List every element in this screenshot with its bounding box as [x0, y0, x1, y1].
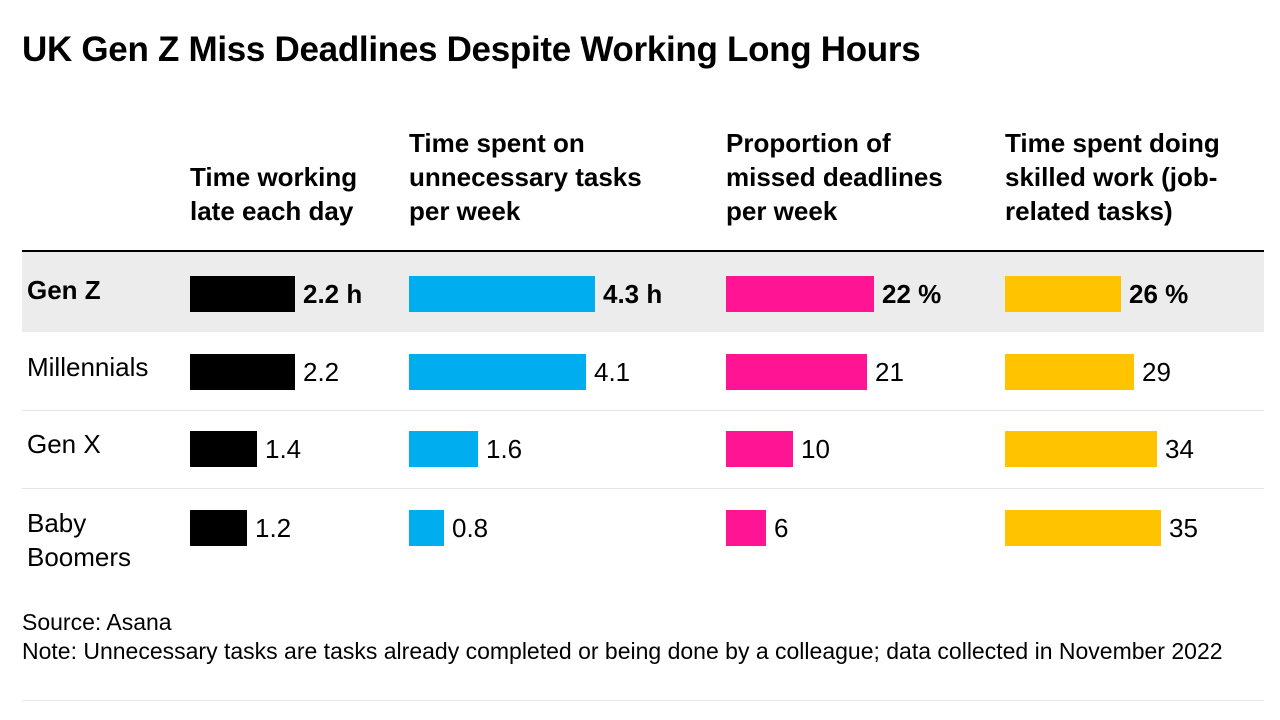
column-header-line: missed deadlines	[726, 162, 943, 192]
data-label: 10	[801, 434, 830, 464]
column-header-line: Time spent doing	[1005, 128, 1220, 158]
data-label: 2.2 h	[303, 279, 363, 309]
bar	[1005, 354, 1134, 390]
column-header-line: per week	[726, 196, 838, 226]
bar	[1005, 431, 1157, 467]
source-note: Source: Asana	[22, 609, 172, 635]
data-label: 34	[1165, 434, 1194, 464]
bar	[726, 276, 874, 312]
bar	[190, 431, 257, 467]
column-header-line: Time spent on	[409, 128, 585, 158]
chart-footer: Source: Asana Note: Unnecessary tasks ar…	[22, 608, 1262, 666]
bar	[190, 354, 295, 390]
data-label: 35	[1169, 513, 1198, 543]
chart-row: Baby Boomers 1.2 0.8 6 35	[22, 488, 1264, 580]
bar	[1005, 510, 1161, 546]
data-label: 21	[875, 357, 904, 387]
column-header-2: Time spent on unnecessary tasks per week	[409, 128, 699, 228]
data-label: 29	[1142, 357, 1171, 387]
column-header-line: skilled work (job-	[1005, 162, 1218, 192]
data-label: 1.6	[486, 434, 523, 464]
column-header-line: Time working	[190, 162, 358, 192]
bar	[190, 276, 295, 312]
column-header-1: Time working late each day	[190, 128, 400, 228]
data-label: 0.8	[452, 513, 489, 543]
bar	[409, 354, 586, 390]
data-label: 22 %	[882, 279, 942, 309]
chart-row: Gen Z 2.2 h 4.3 h 22 % 26 %	[22, 252, 1264, 332]
column-header-line: Proportion of	[726, 128, 891, 158]
data-label: 2.2	[303, 357, 340, 387]
header-rule	[22, 250, 1264, 252]
data-label: 6	[774, 513, 789, 543]
data-label: 1.4	[265, 434, 302, 464]
bar	[726, 354, 867, 390]
column-header-4: Time spent doing skilled work (job-relate…	[1005, 128, 1265, 228]
column-header-line: late each day	[190, 196, 354, 226]
footer-rule	[22, 700, 1264, 701]
data-label: 26 %	[1129, 279, 1189, 309]
data-label: 1.2	[255, 513, 292, 543]
chart-row: Millennials 2.2 4.1 21 29	[22, 332, 1264, 411]
column-header-line: unnecessary tasks	[409, 162, 642, 192]
bar	[409, 431, 478, 467]
chart-row: Gen X 1.4 1.6 10 34	[22, 410, 1264, 489]
column-header-line: per week	[409, 196, 521, 226]
bar	[726, 431, 793, 467]
bar	[409, 276, 595, 312]
bar	[1005, 276, 1121, 312]
footnote: Note: Unnecessary tasks are tasks alread…	[22, 638, 1223, 664]
category-label: Gen X	[27, 429, 101, 459]
data-label: 4.1	[594, 357, 631, 387]
chart-title: UK Gen Z Miss Deadlines Despite Working …	[22, 30, 921, 69]
column-header-line: related tasks)	[1005, 196, 1173, 226]
category-label: Gen Z	[27, 275, 101, 305]
bar	[190, 510, 247, 546]
bar	[726, 510, 766, 546]
bar	[409, 510, 444, 546]
column-header-3: Proportion of missed deadlines per week	[726, 128, 986, 228]
data-label: 4.3 h	[603, 279, 663, 309]
category-label: Baby Boomers	[27, 508, 132, 572]
category-label: Millennials	[27, 352, 149, 382]
